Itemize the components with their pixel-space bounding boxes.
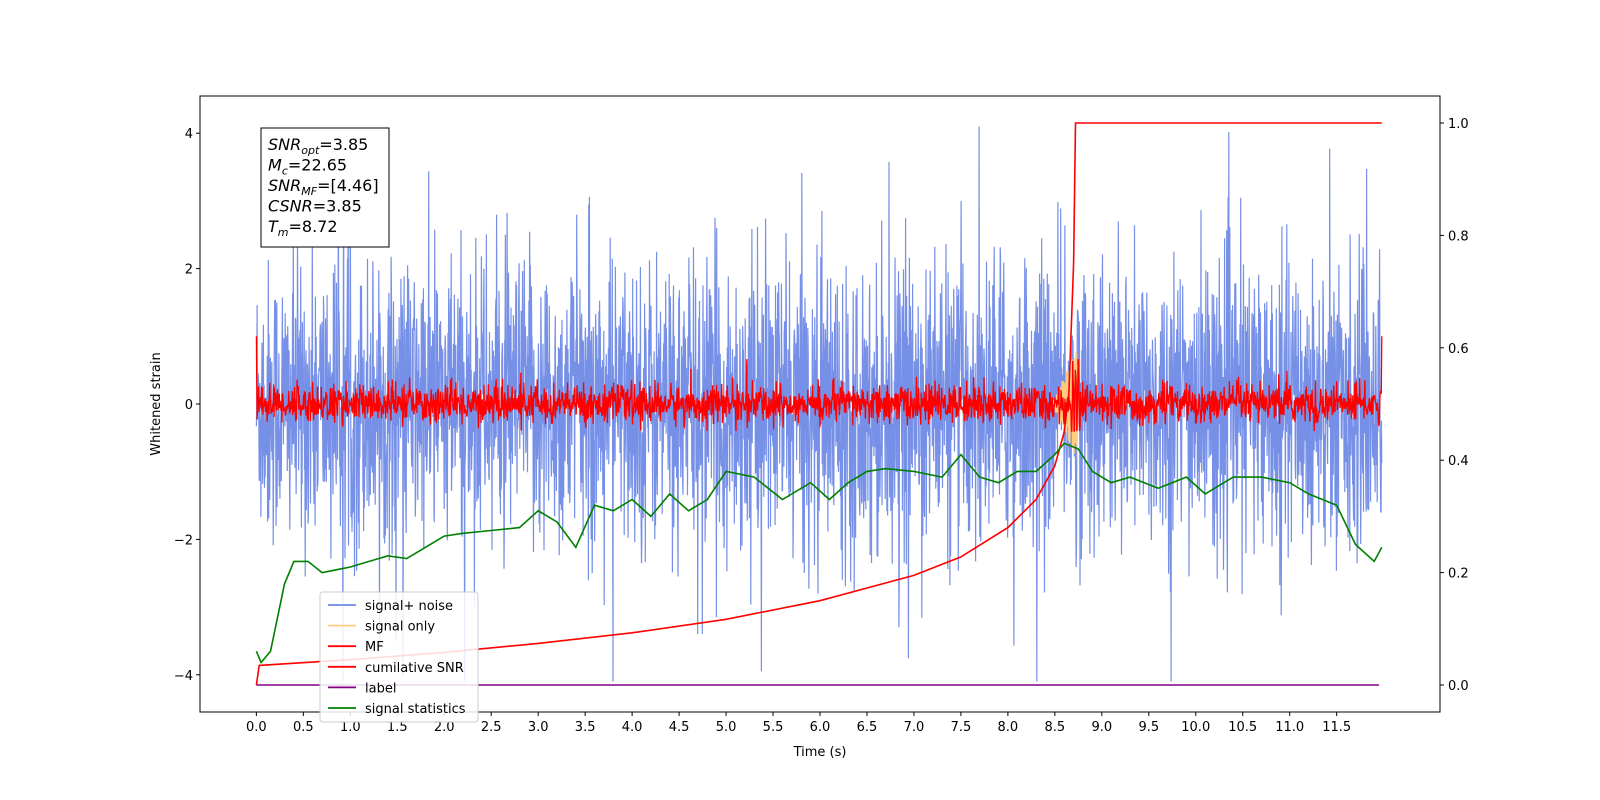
y-right-tick-label: 0.2 <box>1448 567 1469 582</box>
x-tick-label: 11.0 <box>1275 720 1304 735</box>
annotation-line: SNRopt=3.85 <box>268 135 368 157</box>
y-right-tick-label: 0.6 <box>1448 342 1469 357</box>
legend: signal+ noise signal only MF cumilative SNR… <box>319 591 479 723</box>
legend-label: label <box>365 681 396 696</box>
y-tick-label: −2 <box>174 533 193 548</box>
x-tick-label: 0.5 <box>293 720 314 735</box>
y-axis-title: Whitened strain <box>149 352 164 455</box>
y-right-tick-label: 0.8 <box>1448 229 1469 244</box>
y-right-tick-label: 1.0 <box>1448 117 1469 132</box>
x-tick-label: 8.0 <box>998 720 1019 735</box>
x-tick-label: 5.0 <box>716 720 737 735</box>
series-mf <box>255 336 1383 432</box>
legend-label: cumilative SNR <box>365 661 464 676</box>
x-tick-label: 4.0 <box>622 720 643 735</box>
x-tick-label: 3.0 <box>528 720 549 735</box>
x-tick-label: 6.0 <box>810 720 831 735</box>
x-tick-label: 10.5 <box>1228 720 1257 735</box>
x-tick-label: 9.5 <box>1138 720 1159 735</box>
y-right-tick-label: 0.0 <box>1448 679 1469 694</box>
x-tick-label: 2.0 <box>434 720 455 735</box>
annotation-line: Tm=8.72 <box>268 217 338 239</box>
y-tick-label: −4 <box>174 669 193 684</box>
annotation-line: CSNR=3.85 <box>268 197 362 216</box>
legend-frame <box>319 591 479 723</box>
legend-label: signal only <box>365 620 435 635</box>
y-tick-label: 0 <box>185 398 193 413</box>
x-tick-label: 9.0 <box>1091 720 1112 735</box>
y-tick-label: 4 <box>185 127 193 142</box>
legend-label: MF <box>365 640 384 655</box>
x-tick-label: 1.0 <box>340 720 361 735</box>
x-tick-label: 10.0 <box>1181 720 1210 735</box>
x-axis-title: Time (s) <box>793 745 847 760</box>
legend-label: signal+ noise <box>365 599 453 614</box>
x-tick-label: 1.5 <box>387 720 408 735</box>
annotation-line: SNRMF=[4.46] <box>268 176 379 198</box>
series-signal-statistics <box>255 442 1383 665</box>
x-tick-label: 0.0 <box>246 720 267 735</box>
annotation-frame <box>260 127 390 248</box>
y-tick-label: 2 <box>185 263 193 278</box>
x-tick-label: 8.5 <box>1045 720 1066 735</box>
y-right-tick-label: 0.4 <box>1448 454 1469 469</box>
x-tick-label: 2.5 <box>481 720 502 735</box>
series-signal-noise <box>255 126 1383 682</box>
x-tick-label: 6.5 <box>857 720 878 735</box>
annotation-box: SNRopt=3.85Mc=22.65SNRMF=[4.46]CSNR=3.85… <box>260 127 390 248</box>
x-tick-label: 7.5 <box>951 720 972 735</box>
x-tick-label: 11.5 <box>1322 720 1351 735</box>
axes: 0.0 0.5 1.0 1.5 2.0 2.5 3.0 3.5 4.0 4.5 5.0 5.5 6.0 6… <box>174 117 1469 735</box>
annotation-line: Mc=22.65 <box>268 156 347 178</box>
x-tick-label: 5.5 <box>763 720 784 735</box>
legend-label: signal statistics <box>365 702 466 717</box>
x-tick-label: 7.0 <box>904 720 925 735</box>
x-tick-label: 4.5 <box>669 720 690 735</box>
x-tick-label: 3.5 <box>575 720 596 735</box>
